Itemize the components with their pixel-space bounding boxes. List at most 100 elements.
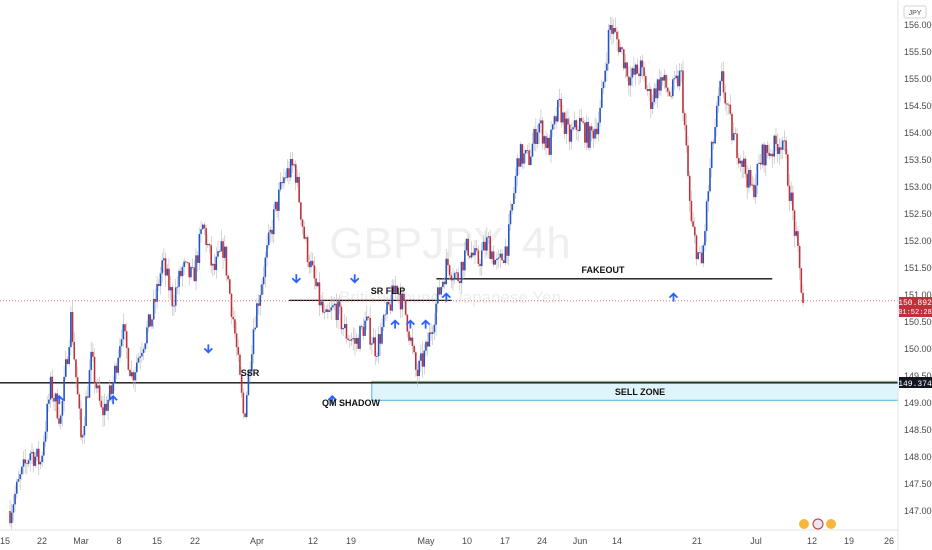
candle-body (675, 75, 677, 79)
candle-body (117, 357, 120, 373)
candle-body (347, 338, 349, 341)
candle-body (497, 257, 500, 259)
candle-body (61, 400, 64, 416)
candle-body (529, 156, 532, 165)
candle-body (418, 360, 420, 377)
candle-body (196, 255, 199, 263)
candle-body (291, 158, 294, 166)
candle-body (523, 153, 525, 164)
candle-body (628, 76, 630, 86)
candle-body (122, 324, 125, 340)
candle-body (792, 192, 794, 211)
candle-body (557, 100, 559, 122)
event-flag-icon[interactable] (812, 518, 824, 530)
candle-body (685, 125, 688, 146)
candle-body (746, 173, 749, 188)
candle-body (768, 152, 770, 156)
candle-body (340, 306, 343, 330)
candle-body (744, 158, 747, 174)
candle-body (349, 340, 351, 341)
currency-text: JPY (909, 10, 922, 17)
candle-body (729, 104, 732, 114)
candle-body (330, 307, 333, 311)
candle-body (41, 455, 43, 462)
event-flag-icon[interactable] (799, 519, 809, 529)
candle-body (489, 236, 491, 260)
candle-body (477, 250, 480, 264)
candle-body (580, 118, 583, 122)
candle-body (232, 316, 234, 320)
candle-body (27, 460, 30, 464)
candle-body (589, 126, 591, 148)
candle-body (98, 385, 101, 401)
candle-body (445, 258, 448, 285)
candle-body (235, 333, 238, 348)
candle-body (458, 281, 461, 284)
event-icons[interactable] (799, 518, 836, 530)
candle-body (374, 337, 377, 357)
candle-body (306, 237, 309, 262)
candle-body (590, 126, 593, 131)
candle-body (34, 456, 37, 466)
candle-body (210, 245, 213, 266)
candle-body (622, 49, 625, 69)
candle-body (773, 135, 776, 157)
candle-body (621, 47, 623, 50)
candle-body (781, 140, 784, 150)
time-axis[interactable]: 15 22 Mar 8 15 22 Apr 12 19 May 10 17 24 Jun 14 21 Jul 12… (0, 536, 894, 546)
candle-body (724, 92, 727, 104)
candle-body (575, 120, 578, 130)
candle-body (279, 182, 282, 190)
candle-body (776, 144, 779, 154)
candle-body (754, 185, 757, 198)
x-tick-label: May (417, 536, 435, 546)
candle-body (448, 265, 451, 276)
candle-body (51, 376, 54, 398)
candle-body (690, 201, 693, 222)
y-tick-label: 154.000 (904, 128, 932, 138)
candle-body (484, 241, 486, 251)
candle-body (401, 293, 404, 310)
event-flag-icon[interactable] (826, 519, 836, 529)
candle-body (741, 160, 743, 167)
candle-body (267, 232, 270, 246)
price-axis[interactable]: 147.000 147.500 148.000 148.500 149.000 149.5… (904, 20, 932, 516)
candle-body (479, 263, 481, 267)
x-tick-label: Mar (73, 536, 89, 546)
candle-body (425, 341, 427, 351)
candle-body (31, 451, 33, 454)
candle-body (614, 28, 617, 32)
candle-body (709, 167, 711, 192)
candle-body (288, 168, 290, 178)
candle-body (156, 283, 158, 302)
candle-body (413, 345, 415, 353)
candle-body (743, 158, 745, 167)
x-tick-label: 14 (612, 536, 622, 546)
candle-body (328, 310, 331, 312)
candle-body (254, 327, 256, 330)
candle-body (359, 326, 361, 349)
candle-body (247, 372, 250, 396)
candle-body (76, 377, 79, 395)
candle-body (201, 224, 204, 230)
candle-body (717, 95, 720, 106)
candle-body (641, 60, 644, 68)
candle-body (310, 260, 312, 268)
candle-body (408, 331, 410, 341)
candle-body (699, 252, 701, 254)
candle-body (540, 120, 542, 124)
y-tick-label: 147.500 (904, 479, 932, 489)
x-tick-label: 15 (0, 536, 10, 546)
candle-body (688, 175, 691, 202)
candle-body (252, 329, 255, 355)
candle-body (39, 461, 42, 465)
candle-body (63, 376, 65, 401)
candle-body (619, 47, 622, 53)
candle-body (788, 185, 791, 201)
candle-body (604, 70, 606, 82)
candle-body (64, 359, 67, 377)
candle-body (357, 337, 360, 349)
x-tick-label: 12 (807, 536, 817, 546)
candle-body (185, 261, 187, 263)
